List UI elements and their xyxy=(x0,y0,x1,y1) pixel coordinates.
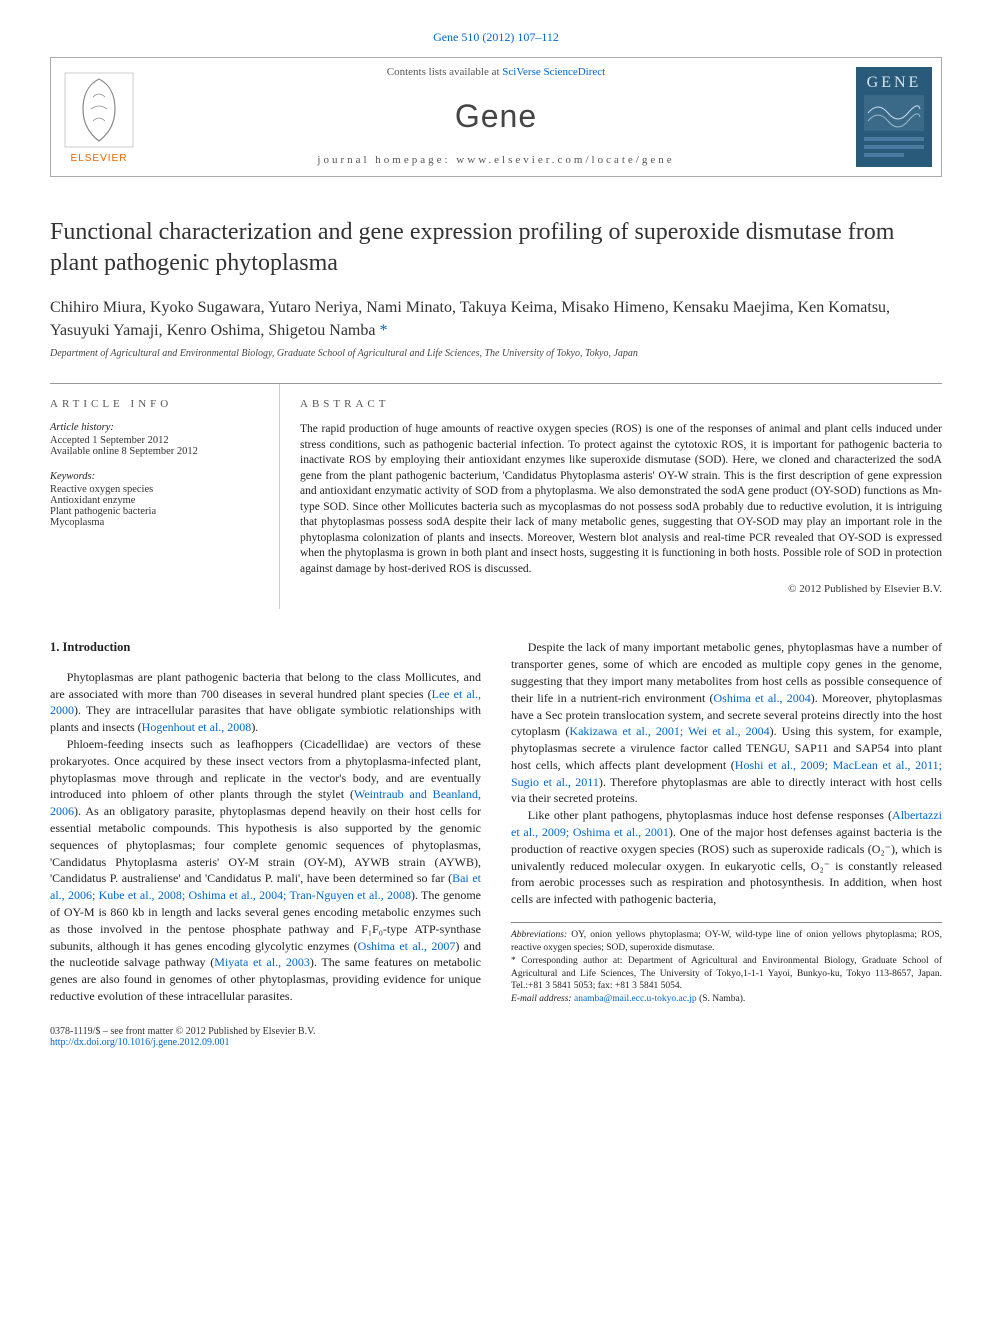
abbrev-footnote: Abbreviations: OY, onion yellows phytopl… xyxy=(511,929,942,955)
authors: Chihiro Miura, Kyoko Sugawara, Yutaro Ne… xyxy=(50,297,942,342)
keyword-item: Plant pathogenic bacteria xyxy=(50,506,263,517)
citation-link[interactable]: Hogenhout et al., 2008 xyxy=(142,720,252,734)
abstract-text: The rapid production of huge amounts of … xyxy=(300,422,942,577)
contents-list: Contents lists available at SciVerse Sci… xyxy=(166,66,826,78)
footer-copyright: 0378-1119/$ – see front matter © 2012 Pu… xyxy=(50,1026,942,1037)
body-text: Phytoplasmas are plant pathogenic bacter… xyxy=(50,670,481,701)
abstract-heading: ABSTRACT xyxy=(300,398,942,410)
journal-homepage: journal homepage: www.elsevier.com/locat… xyxy=(166,154,826,166)
email-link[interactable]: anamba@mail.ecc.u-tokyo.ac.jp xyxy=(572,994,697,1004)
svg-text:ELSEVIER: ELSEVIER xyxy=(70,153,127,164)
body-text: ). xyxy=(251,720,258,734)
doi-link[interactable]: http://dx.doi.org/10.1016/j.gene.2012.09… xyxy=(50,1037,942,1048)
article-info-block: ARTICLE INFO Article history: Accepted 1… xyxy=(50,383,942,609)
history-accepted: Accepted 1 September 2012 xyxy=(50,435,263,446)
top-citation: Gene 510 (2012) 107–112 xyxy=(50,30,942,45)
citation-link[interactable]: Miyata et al., 2003 xyxy=(214,955,310,969)
svg-text:GENE: GENE xyxy=(866,74,921,91)
copyright: © 2012 Published by Elsevier B.V. xyxy=(300,583,942,595)
journal-name: Gene xyxy=(166,98,826,135)
body-para: Like other plant pathogens, phytoplasmas… xyxy=(511,807,942,908)
elsevier-logo: ELSEVIER xyxy=(51,58,146,176)
abbrev-label: Abbreviations: xyxy=(511,930,567,940)
article-title: Functional characterization and gene exp… xyxy=(50,217,942,279)
citation-link[interactable]: Kakizawa et al., 2001; Wei et al., 2004 xyxy=(569,724,769,738)
section-heading: 1. Introduction xyxy=(50,639,481,657)
body-text: ). As an obligatory parasite, phytoplasm… xyxy=(50,804,481,885)
keywords-label: Keywords: xyxy=(50,471,263,482)
body-columns: 1. Introduction Phytoplasmas are plant p… xyxy=(50,639,942,1006)
keyword-item: Mycoplasma xyxy=(50,517,263,528)
contents-prefix: Contents lists available at xyxy=(387,66,502,78)
email-label: E-mail address: xyxy=(511,994,572,1004)
body-para: Phloem-feeding insects such as leafhoppe… xyxy=(50,736,481,1005)
footer-block: 0378-1119/$ – see front matter © 2012 Pu… xyxy=(50,1026,942,1048)
abstract-block: ABSTRACT The rapid production of huge am… xyxy=(280,384,942,609)
body-para: Despite the lack of many important metab… xyxy=(511,639,942,807)
keyword-item: Antioxidant enzyme xyxy=(50,495,263,506)
citation-link[interactable]: Oshima et al., 2004 xyxy=(714,691,811,705)
body-text: Like other plant pathogens, phytoplasmas… xyxy=(528,808,892,822)
citation-link[interactable]: Oshima et al., 2007 xyxy=(358,939,456,953)
body-para: Phytoplasmas are plant pathogenic bacter… xyxy=(50,669,481,736)
article-info-left: ARTICLE INFO Article history: Accepted 1… xyxy=(50,384,280,609)
corresponding-marker: * xyxy=(379,322,387,339)
body-text: ). They are intracellular parasites that… xyxy=(50,703,481,734)
journal-header: ELSEVIER Contents lists available at Sci… xyxy=(50,57,942,177)
history-online: Available online 8 September 2012 xyxy=(50,446,263,457)
scidirect-link[interactable]: SciVerse ScienceDirect xyxy=(502,66,605,78)
article-info-heading: ARTICLE INFO xyxy=(50,398,263,410)
journal-cover-thumb: GENE xyxy=(846,58,941,176)
abbrev-text: OY, onion yellows phytoplasma; OY-W, wil… xyxy=(511,930,942,953)
corr-footnote: * Corresponding author at: Department of… xyxy=(511,955,942,993)
footnotes: Abbreviations: OY, onion yellows phytopl… xyxy=(511,922,942,1006)
corr-label: * Corresponding author at: xyxy=(511,956,622,966)
email-footnote: E-mail address: anamba@mail.ecc.u-tokyo.… xyxy=(511,993,942,1006)
keyword-item: Reactive oxygen species xyxy=(50,484,263,495)
author-list: Chihiro Miura, Kyoko Sugawara, Yutaro Ne… xyxy=(50,299,890,338)
affiliation: Department of Agricultural and Environme… xyxy=(50,348,942,359)
history-label: Article history: xyxy=(50,422,263,433)
email-suffix: (S. Namba). xyxy=(697,994,746,1004)
